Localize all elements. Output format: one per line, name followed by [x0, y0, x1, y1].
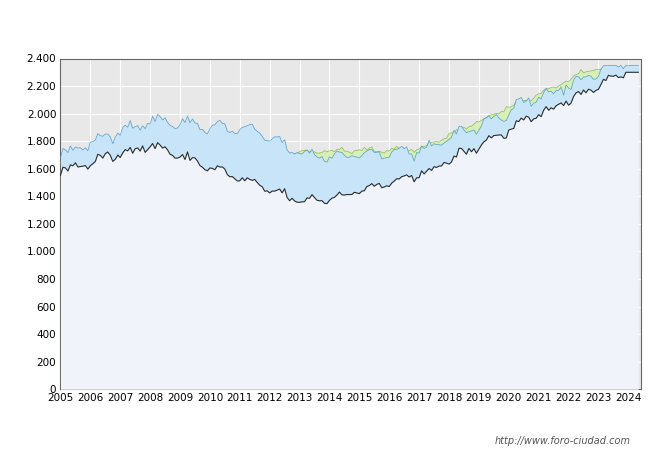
Text: http://www.foro-ciudad.com: http://www.foro-ciudad.com	[495, 436, 630, 446]
Text: Massalfassar - Evolucion de la poblacion en edad de Trabajar Mayo de 2024: Massalfassar - Evolucion de la poblacion…	[72, 21, 578, 34]
